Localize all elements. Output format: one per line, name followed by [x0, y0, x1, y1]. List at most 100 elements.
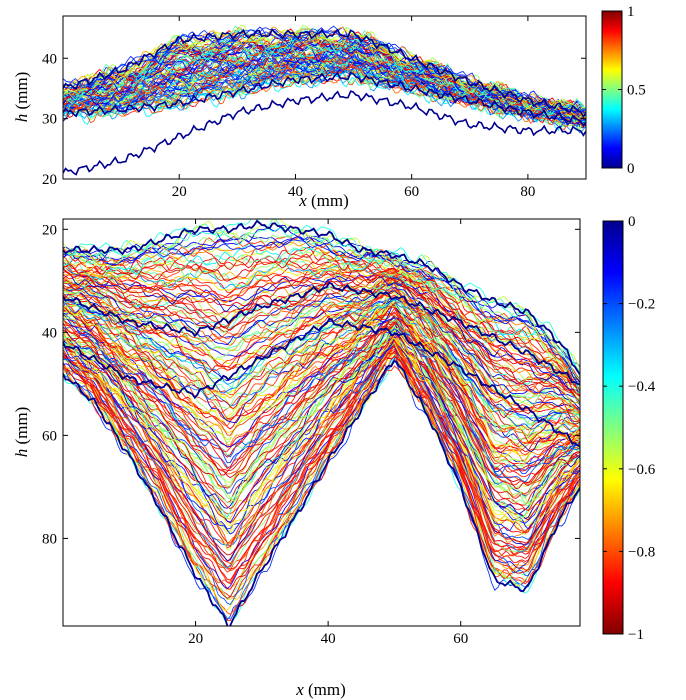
trace-line	[63, 258, 580, 387]
y-tick-label: 20	[42, 222, 57, 238]
trace-line	[63, 318, 580, 478]
y-tick-label: 40	[42, 325, 57, 341]
trace-line	[63, 337, 580, 532]
bottom-colorbar-ticks: 0 −0.2 −0.4 −0.6 −0.8 −1	[603, 214, 656, 643]
trace-line	[63, 228, 580, 381]
trace-line	[63, 289, 580, 412]
trace-line	[63, 239, 580, 383]
bottom-y-axis-label: h (mm)	[12, 407, 31, 458]
trace-line	[63, 304, 580, 444]
trace-line	[63, 219, 580, 370]
trace-line	[63, 288, 580, 414]
ridge-line	[63, 219, 580, 375]
trace-line	[63, 264, 580, 388]
top-plot-area	[63, 24, 586, 176]
top-axes-frame	[62, 15, 587, 180]
colorbar-tick-label: −0.2	[628, 297, 655, 313]
ridge-line	[63, 71, 586, 128]
trace-line	[63, 300, 580, 447]
top-x-axis-label: x (mm)	[298, 191, 349, 210]
y-tick-label: 20	[42, 172, 57, 188]
colorbar-tick-label: 0.5	[627, 83, 646, 99]
ridge-line	[63, 360, 580, 626]
trace-line	[63, 327, 580, 511]
x-tick-label: 60	[453, 631, 468, 647]
trace-line	[63, 302, 580, 467]
colorbar-tick-label: −1	[628, 627, 644, 643]
trace-line	[63, 267, 580, 395]
trace-line	[63, 326, 580, 497]
trace-line	[63, 28, 586, 112]
trace-line	[63, 289, 580, 414]
trace-line	[63, 340, 580, 569]
x-tick-label: 20	[188, 631, 203, 647]
bottom-colorbar	[602, 220, 624, 635]
bottom-x-axis-label: x (mm)	[295, 680, 346, 699]
bottom-plot-area	[63, 219, 580, 626]
x-tick-label: 40	[321, 631, 336, 647]
ridge-line	[63, 90, 586, 176]
trace-line	[63, 342, 580, 551]
bottom-panel: 20 40 60 20 40 60 80 x (mm) h (mm) 0 −0.2 −0.4 −0…	[12, 214, 656, 699]
ridge-line	[63, 281, 580, 386]
trace-line	[63, 246, 580, 383]
trace-line	[63, 349, 580, 581]
trace-line	[63, 323, 580, 520]
trace-line	[63, 278, 580, 412]
ridge-line	[63, 28, 586, 119]
trace-line	[63, 346, 580, 590]
trace-line	[63, 333, 580, 515]
trace-line	[63, 354, 580, 590]
trace-line	[63, 332, 580, 535]
trace-line	[63, 260, 580, 381]
top-y-axis-label: h (mm)	[12, 72, 31, 123]
top-colorbar-ticks: 00.51	[602, 4, 646, 177]
colorbar-tick-label: −0.8	[628, 544, 655, 560]
top-axis-ticks: 20 40 60 80 20 30 40	[42, 16, 586, 200]
trace-line	[63, 340, 580, 600]
trace-line	[63, 321, 580, 489]
y-tick-label: 30	[42, 112, 57, 128]
colorbar-tick-label: −0.6	[628, 462, 656, 478]
bottom-axis-ticks: 20 40 60 20 40 60 80	[42, 219, 580, 647]
trace-line	[63, 263, 580, 392]
trace-line	[63, 224, 580, 368]
trace-line	[63, 291, 580, 436]
trace-line	[63, 268, 580, 397]
trace-line	[63, 322, 580, 499]
trace-line	[63, 317, 580, 475]
bottom-axes-frame	[62, 218, 581, 627]
ridge-line	[63, 317, 580, 448]
trace-line	[63, 300, 580, 454]
y-tick-label: 60	[42, 428, 57, 444]
trace-line	[63, 314, 580, 499]
trace-line	[63, 316, 580, 486]
trace-line	[63, 281, 580, 402]
trace-line	[63, 25, 586, 115]
colorbar-tick-label: 0	[627, 161, 635, 177]
trace-line	[63, 343, 580, 573]
trace-line	[63, 67, 586, 126]
trace-line	[63, 281, 580, 410]
trace-line	[63, 267, 580, 398]
trace-line	[63, 342, 580, 568]
trace-line	[63, 275, 580, 396]
x-tick-label: 80	[520, 184, 535, 200]
x-tick-label: 60	[404, 184, 419, 200]
y-tick-label: 40	[42, 51, 57, 67]
x-tick-label: 40	[288, 184, 303, 200]
trace-line	[63, 327, 580, 506]
x-tick-label: 20	[172, 184, 187, 200]
trace-line	[63, 247, 580, 394]
trace-line	[63, 340, 580, 548]
colorbar-tick-label: 1	[627, 4, 635, 20]
colorbar-tick-label: 0	[628, 214, 636, 230]
trace-line	[63, 241, 580, 381]
trace-line	[63, 280, 580, 404]
trace-line	[63, 312, 580, 468]
trace-line	[63, 219, 580, 379]
trace-line	[63, 354, 580, 626]
trace-line	[63, 28, 586, 116]
